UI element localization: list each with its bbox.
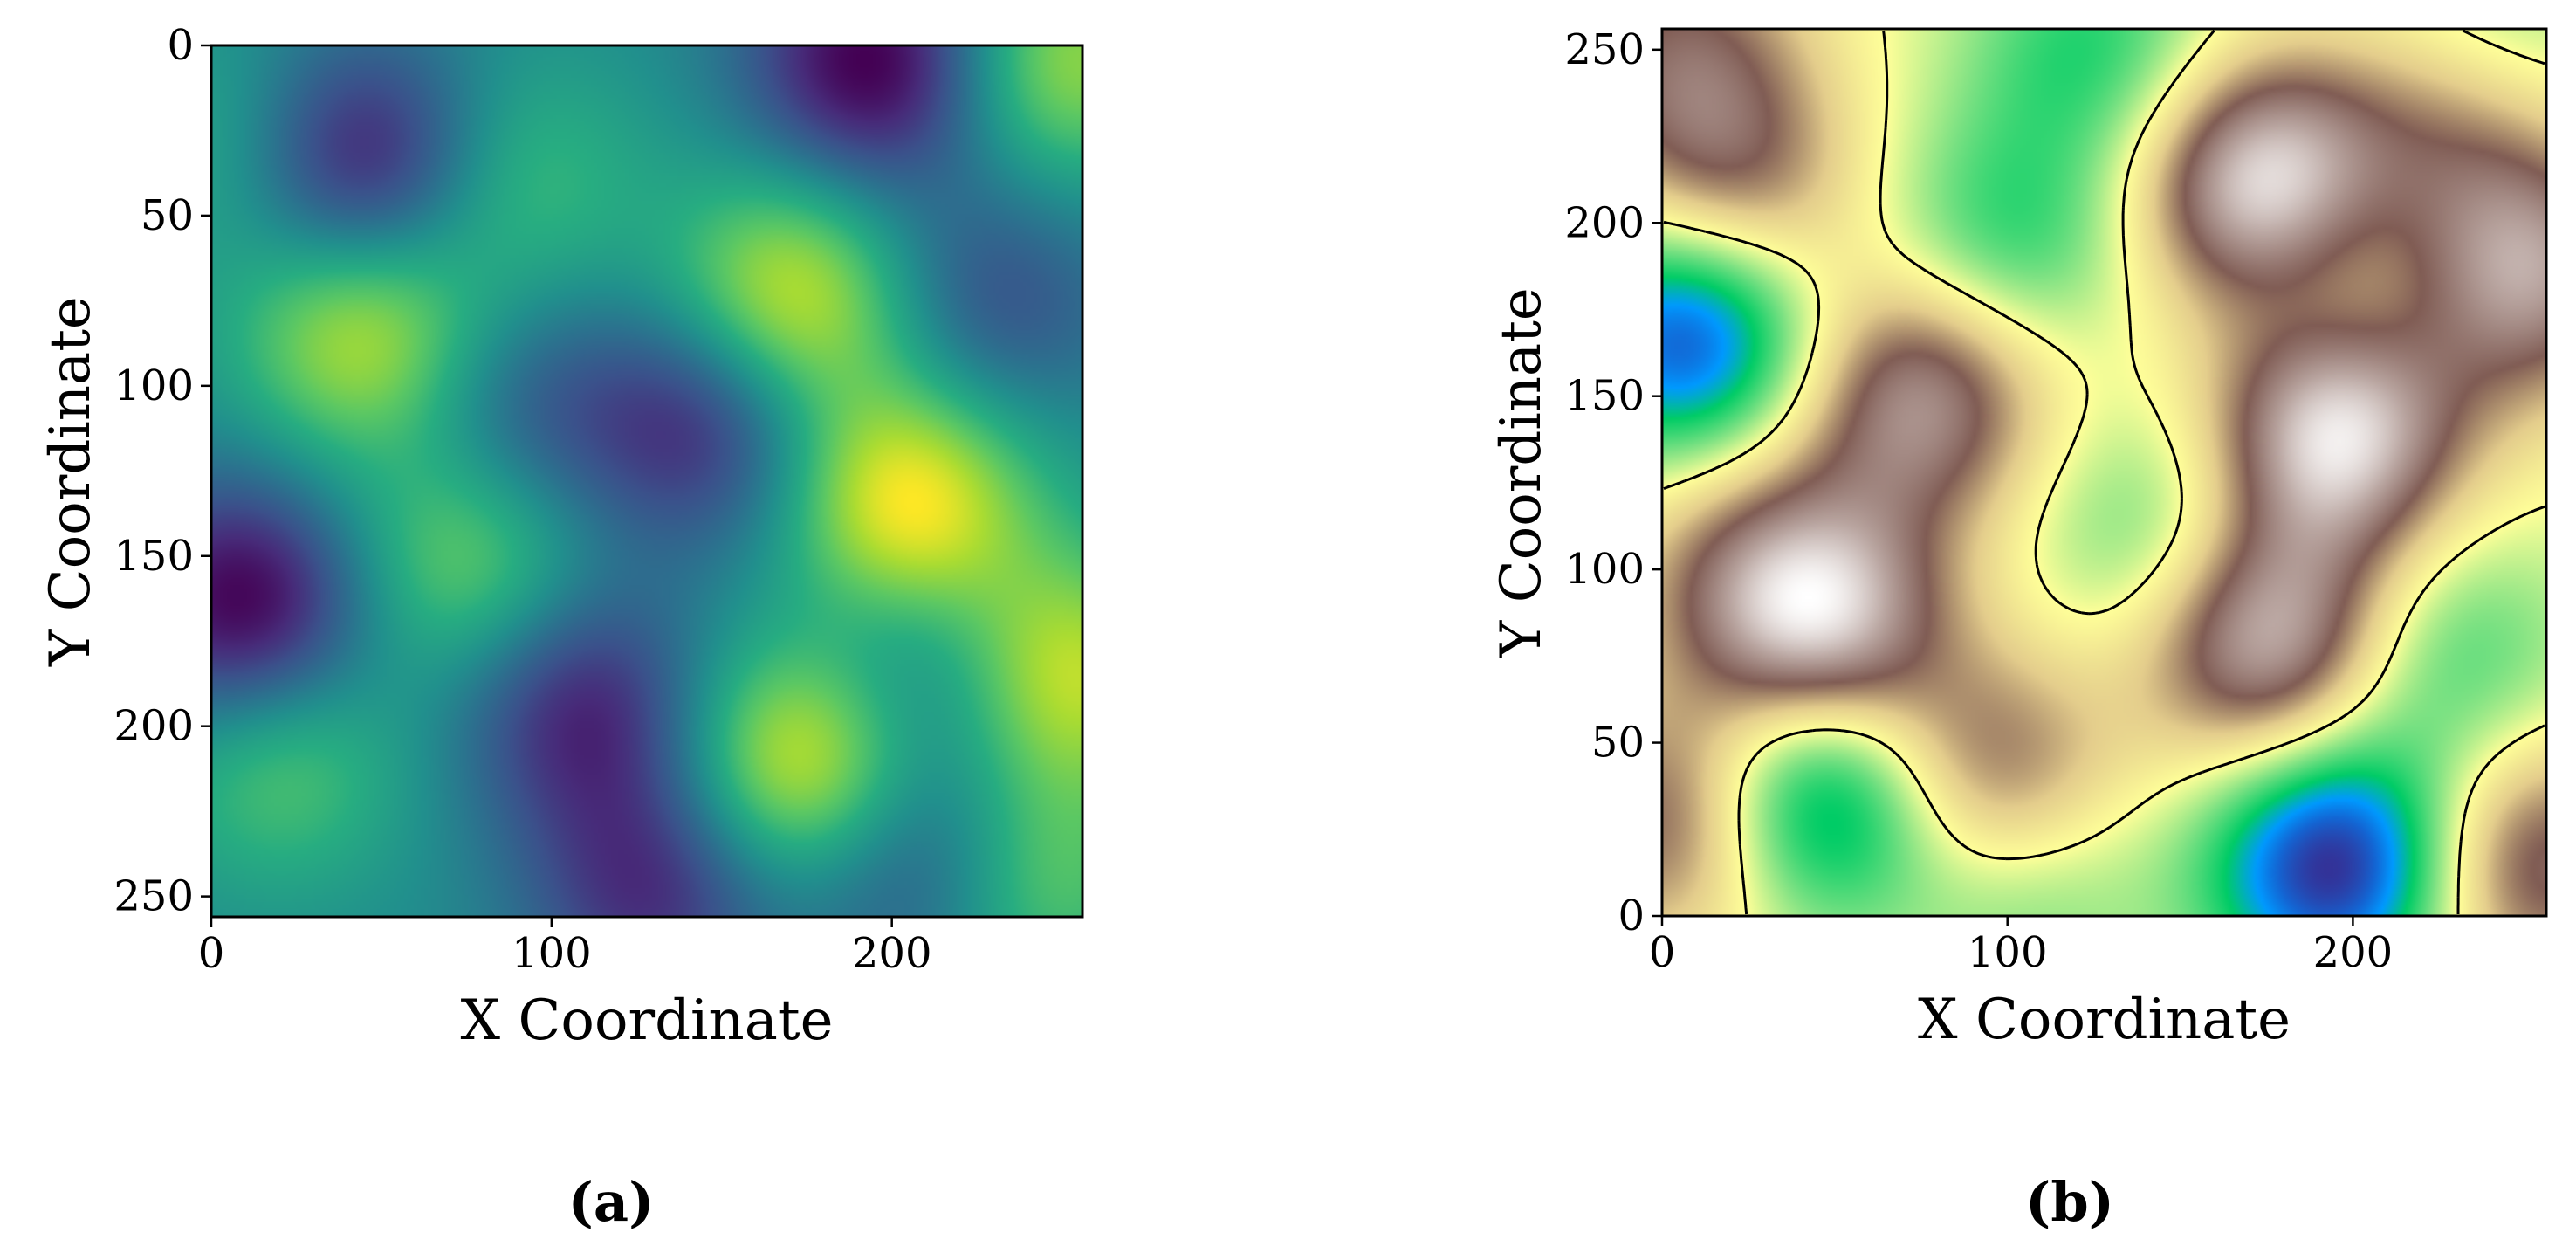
x-tick-label: 200 (852, 929, 932, 978)
y-tick-label: 150 (1564, 372, 1645, 421)
heatmap-image (1662, 29, 2546, 916)
y-tick-label: 100 (113, 361, 194, 410)
y-tick-label: 50 (141, 191, 194, 240)
y-tick-label: 0 (167, 21, 194, 70)
y-tick-label: 150 (113, 532, 194, 581)
y-tick-label: 200 (1564, 198, 1645, 247)
y-axis-label: Y Coordinate (1489, 287, 1554, 658)
contour-line (1663, 29, 2545, 915)
x-tick-label: 100 (512, 929, 592, 978)
plot-frame (210, 44, 1084, 919)
y-tick-label: 250 (1564, 25, 1645, 74)
plot-frame (1660, 27, 2548, 918)
y-tick-label: 0 (1618, 892, 1645, 940)
x-axis-label: X Coordinate (1918, 988, 2291, 1052)
x-axis-label: X Coordinate (461, 988, 834, 1053)
y-tick-label: 200 (113, 702, 194, 751)
heatmap-panel-b: 0 100 200 0 50 100 150 200 250 X Coordinate Y Coor… (1489, 25, 2548, 1052)
y-tick-label: 50 (1591, 719, 1645, 768)
x-tick-label: 0 (198, 929, 225, 978)
x-tick-label: 0 (1649, 928, 1676, 977)
y-tick-label: 100 (1564, 545, 1645, 594)
panel-caption-a: (a) (567, 1170, 655, 1234)
x-tick-label: 100 (1968, 928, 2048, 977)
y-axis-label: Y Coordinate (38, 296, 103, 667)
heatmap-image (211, 45, 1082, 917)
x-tick-label: 200 (2313, 928, 2394, 977)
y-tick-label: 250 (113, 872, 194, 921)
heatmap-panel-a: 0 100 200 0 50 100 150 200 250 X Coordinate Y Coor… (38, 21, 1084, 1053)
panel-caption-b: (b) (2024, 1170, 2115, 1234)
